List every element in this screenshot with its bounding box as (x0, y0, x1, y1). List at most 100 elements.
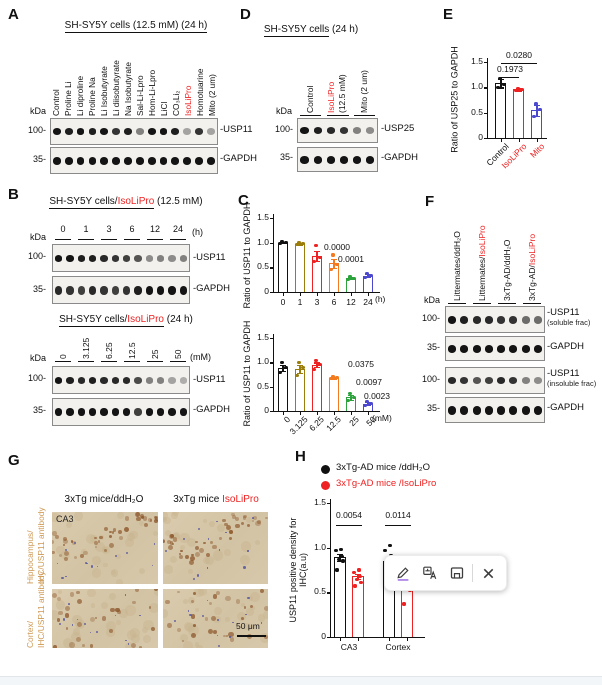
ihc-speck (76, 622, 82, 628)
panel-b-bottom-title: SH-SY5Y cells/IsoLiPro (24 h) (34, 314, 218, 327)
data-point (331, 374, 335, 379)
text-seg: IsoLiPro (222, 494, 259, 505)
ihc-speck (69, 642, 75, 648)
text-seg: 3xTg-AD/ddH₂O (502, 239, 512, 301)
protein-band (521, 377, 530, 384)
ihc-speck (172, 512, 180, 516)
lane-label: Na Isobutyrate (123, 62, 133, 116)
popup-close-button[interactable] (476, 561, 500, 585)
protein-band (179, 285, 187, 295)
ihc-speck (199, 548, 205, 554)
ihc-speck (108, 535, 112, 539)
lane-underline (124, 361, 140, 363)
protein-band (497, 405, 506, 415)
text-seg: 3xTg-AD/ (527, 265, 537, 301)
text-seg: Proline Na (87, 77, 97, 116)
protein-band (122, 285, 131, 295)
ihc-speck (90, 565, 94, 568)
ihc-speck (218, 549, 221, 551)
y-tick-label: 1.0 (257, 356, 269, 367)
ihc-speck (64, 548, 67, 551)
text-seg: 3xTg mice (173, 494, 223, 505)
panel-g-column-title-isolipro: 3xTg mice IsoLiPro (160, 494, 272, 505)
error-cap (498, 87, 504, 89)
ihc-speck (240, 555, 250, 565)
x-tick (340, 638, 341, 641)
ihc-speck (116, 512, 124, 519)
ihc-speck (245, 607, 254, 616)
y-axis (487, 58, 489, 138)
text-seg: Littermates/ddH₂O (452, 231, 462, 301)
text-seg: 12.5 (127, 342, 137, 359)
ihc-speck (263, 610, 268, 619)
protein-band (484, 344, 493, 353)
x-axis (273, 411, 380, 413)
data-point (341, 559, 345, 563)
y-tick-label: 1.5 (471, 56, 483, 66)
band-label-gapdh: -GAPDH (547, 341, 584, 352)
band-sublabel-soluble: (soluble frac) (547, 318, 591, 327)
scale-bar (237, 635, 266, 637)
error-bar (367, 402, 369, 406)
x-tick (351, 293, 352, 296)
lane-label: Littermates/IsoLiPro (477, 225, 487, 301)
ihc-speck (163, 540, 166, 544)
protein-band (100, 254, 108, 262)
ihc-speck (52, 610, 59, 621)
lane-label: Littermates/ddH₂O (452, 231, 462, 301)
ihc-speck (149, 603, 158, 613)
data-point (295, 243, 299, 247)
protein-band (66, 285, 74, 295)
blot-b-top-usp11 (52, 244, 190, 272)
popup-save-button[interactable] (445, 561, 469, 585)
popup-translate-button[interactable] (418, 561, 442, 585)
lane-label: Control (305, 86, 315, 113)
protein-band (145, 408, 153, 416)
p-value: 0.0001 (338, 254, 364, 264)
ihc-speck (163, 516, 171, 525)
protein-band (509, 377, 518, 384)
text-seg: Homotuarine (195, 68, 205, 116)
p-value: 0.0375 (348, 359, 374, 369)
y-tick (270, 411, 273, 413)
ihc-speck (178, 552, 181, 556)
y-tick (270, 362, 273, 364)
highlighter-icon (397, 567, 409, 581)
ihc-speck (163, 609, 169, 618)
y-tick (327, 592, 330, 594)
protein-band (147, 128, 156, 135)
data-point (369, 402, 373, 406)
ihc-speck (194, 641, 200, 647)
ihc-speck (182, 537, 185, 540)
protein-band (54, 285, 63, 295)
data-point (295, 373, 299, 378)
ihc-speck (102, 562, 108, 568)
ihc-speck (240, 603, 245, 608)
ihc-speck (155, 515, 158, 520)
popup-highlight-button[interactable] (391, 561, 415, 585)
ihc-speck (170, 556, 178, 564)
ihc-speck (64, 613, 70, 618)
protein-band (179, 254, 187, 262)
ihc-speck (257, 614, 266, 622)
ihc-speck (232, 515, 236, 520)
conc-unit-label: (mM) (190, 352, 211, 362)
data-point (329, 268, 333, 272)
protein-band (484, 377, 493, 384)
x-tick (519, 139, 520, 142)
x-category-label: 6 (331, 297, 337, 307)
legend-label-ddh2o: 3xTg-AD mice /ddH₂O (336, 462, 430, 473)
data-point (358, 574, 362, 578)
ihc-speck (141, 626, 149, 634)
ihc-speck (259, 589, 265, 593)
data-point (365, 272, 369, 276)
lane-underline (78, 361, 94, 363)
ihc-speck (155, 516, 158, 521)
error-cap (337, 553, 343, 556)
ihc-speck (118, 609, 128, 619)
y-tick (270, 292, 273, 294)
error-cap (314, 251, 320, 253)
ihc-speck (89, 616, 95, 622)
selection-toolbar-popup[interactable] (384, 555, 507, 591)
protein-band (134, 376, 142, 384)
